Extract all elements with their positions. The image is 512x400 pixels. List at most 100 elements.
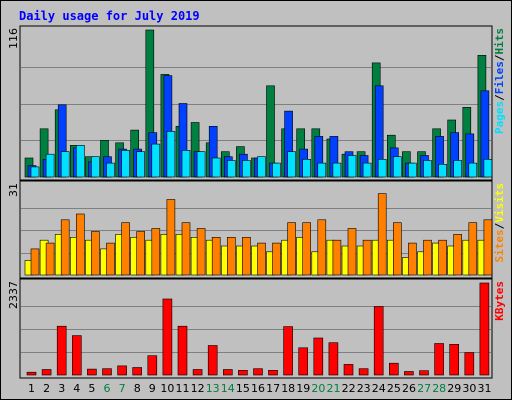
legend-item-hits: Hits	[493, 28, 506, 55]
bar-pages-day-27	[423, 160, 432, 178]
bar-sites-day-29	[453, 234, 463, 276]
legend-item-files: Files	[493, 61, 506, 94]
bar-kbytes-day-23	[358, 368, 369, 376]
bar-pages-day-25	[392, 156, 402, 178]
bar-sites-day-31	[483, 219, 493, 276]
x-tick-label-day-18: 18	[281, 382, 295, 395]
bar-sites-day-3	[60, 219, 70, 276]
x-tick-label-day-30: 30	[462, 382, 476, 395]
bar-sites-day-30	[468, 222, 478, 276]
bar-pages-day-7	[121, 150, 130, 178]
x-tick-label-day-21: 21	[327, 382, 341, 395]
bar-sites-day-25	[392, 222, 402, 276]
bar-sites-day-24	[377, 193, 387, 276]
bar-pages-day-9	[151, 143, 161, 178]
bar-kbytes-day-22	[343, 364, 354, 376]
bar-kbytes-day-19	[298, 347, 309, 376]
legend-separator: /	[493, 94, 506, 101]
bar-kbytes-day-12	[192, 369, 203, 376]
x-tick-label-day-10: 10	[160, 382, 174, 395]
bar-sites-day-20	[317, 219, 327, 276]
bar-sites-day-13	[211, 237, 221, 276]
legend-hits-files-pages: Pages/Files/Hits	[493, 28, 506, 134]
bar-pages-day-30	[468, 162, 478, 178]
bar-pages-day-23	[362, 162, 372, 178]
bar-kbytes-day-28	[434, 343, 444, 376]
bar-kbytes-day-8	[132, 367, 142, 376]
bar-sites-day-27	[423, 239, 432, 276]
bar-kbytes-day-27	[419, 370, 429, 376]
bar-kbytes-day-18	[283, 326, 293, 376]
bar-sites-day-17	[272, 242, 281, 276]
bar-pages-day-17	[272, 162, 281, 178]
bar-kbytes-day-7	[117, 365, 127, 376]
x-tick-label-day-27: 27	[417, 382, 431, 395]
bar-pages-day-4	[76, 145, 85, 178]
bar-kbytes-day-17	[268, 369, 278, 376]
bar-sites-day-12	[196, 228, 206, 276]
x-tick-label-day-7: 7	[119, 382, 126, 395]
x-tick-label-day-8: 8	[134, 382, 141, 395]
bar-sites-day-18	[287, 222, 296, 276]
bar-kbytes-day-25	[388, 362, 399, 376]
bar-kbytes-day-4	[72, 335, 82, 376]
bar-pages-day-18	[287, 151, 296, 178]
bar-pages-day-11	[181, 150, 191, 178]
x-tick-label-day-13: 13	[206, 382, 220, 395]
x-tick-label-day-16: 16	[251, 382, 265, 395]
bar-sites-day-8	[136, 231, 145, 276]
bar-pages-day-20	[317, 162, 327, 178]
bar-sites-day-2	[45, 242, 55, 276]
legend-separator: /	[493, 54, 506, 61]
bar-kbytes-day-16	[253, 368, 263, 376]
bar-kbytes-day-13	[207, 345, 218, 376]
x-tick-label-day-15: 15	[236, 382, 250, 395]
bar-pages-day-12	[196, 151, 206, 178]
bar-kbytes-day-1	[26, 371, 37, 376]
bar-pages-day-5	[91, 156, 100, 178]
ymax-label-kbytes: 2337	[7, 281, 20, 309]
x-tick-label-day-29: 29	[447, 382, 461, 395]
bar-kbytes-day-31	[479, 282, 490, 376]
bar-pages-day-14	[227, 160, 236, 178]
bar-sites-day-4	[76, 213, 85, 276]
x-tick-label-day-1: 1	[28, 382, 35, 395]
x-tick-label-day-9: 9	[149, 382, 156, 395]
bar-sites-day-15	[242, 237, 251, 276]
bar-pages-day-10	[166, 131, 176, 178]
bar-sites-day-9	[151, 228, 161, 276]
bar-kbytes-day-2	[41, 369, 52, 376]
bar-sites-day-11	[181, 222, 191, 276]
legend-visits-sites: Sites/Visits	[493, 183, 506, 263]
bar-kbytes-day-3	[56, 325, 67, 376]
bar-pages-day-28	[438, 164, 447, 178]
bar-kbytes-day-9	[147, 355, 158, 376]
x-tick-label-day-19: 19	[296, 382, 310, 395]
bar-pages-day-16	[257, 156, 266, 178]
x-tick-label-day-5: 5	[88, 382, 95, 395]
bar-kbytes-day-11	[177, 325, 188, 376]
bar-pages-day-13	[211, 157, 221, 178]
panel-bg-kbytes	[19, 278, 493, 379]
bar-sites-day-23	[362, 239, 372, 276]
bar-kbytes-day-30	[464, 352, 475, 376]
bar-pages-day-15	[242, 160, 251, 178]
bar-sites-day-21	[332, 239, 342, 276]
x-tick-label-day-6: 6	[104, 382, 111, 395]
x-tick-label-day-20: 20	[311, 382, 325, 395]
bar-kbytes-day-21	[328, 342, 339, 376]
legend-item-pages: Pages	[493, 101, 506, 134]
legend-item-kbytes: KBytes	[493, 281, 506, 321]
bar-sites-day-26	[408, 242, 417, 276]
bar-sites-day-1	[30, 248, 40, 276]
bar-pages-day-8	[136, 151, 145, 178]
bar-sites-day-7	[121, 222, 130, 276]
x-tick-label-day-28: 28	[432, 382, 446, 395]
bar-sites-day-28	[438, 239, 447, 276]
bar-sites-day-14	[227, 237, 236, 276]
bar-kbytes-day-10	[162, 298, 173, 376]
bar-kbytes-day-29	[449, 343, 460, 376]
legend-kbytes: KBytes	[493, 281, 506, 321]
chart-title: Daily usage for July 2019	[19, 9, 200, 23]
